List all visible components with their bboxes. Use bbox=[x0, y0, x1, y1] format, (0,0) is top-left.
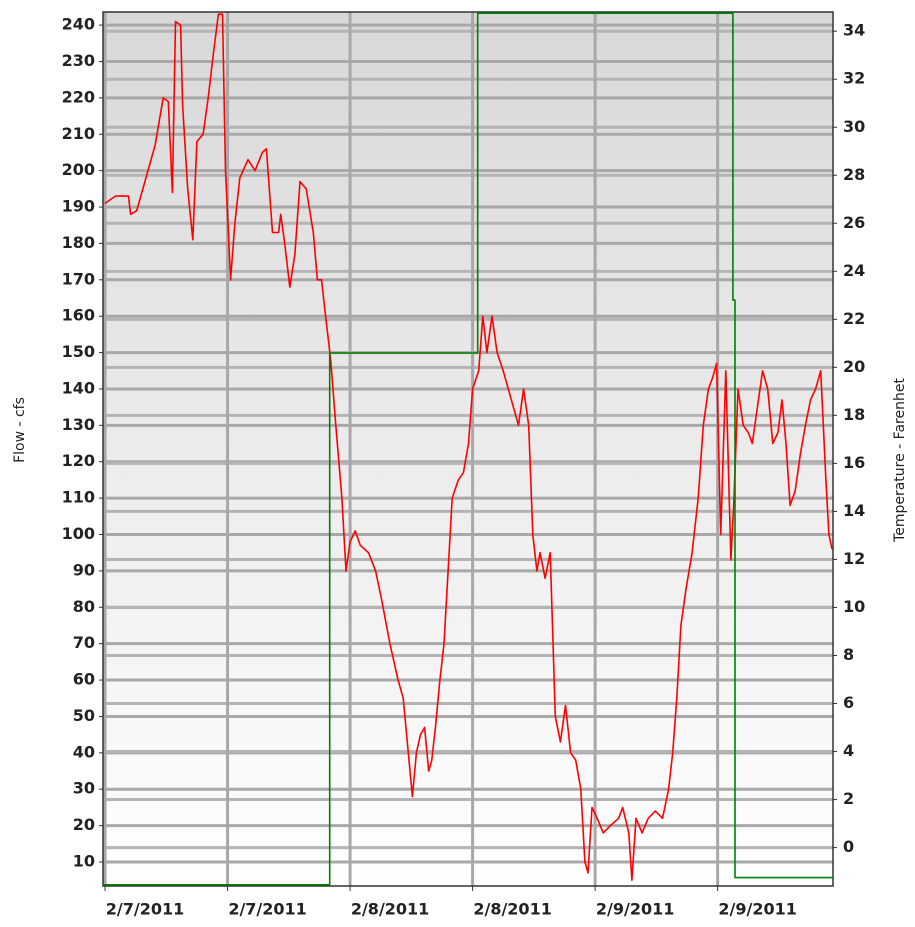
y-tick-label: 150 bbox=[62, 342, 95, 361]
y-tick-label: 40 bbox=[73, 742, 95, 761]
y-tick-label: 20 bbox=[73, 815, 95, 834]
y-tick-label: 10 bbox=[73, 851, 95, 870]
x-tick-label: 2/8/2011 bbox=[351, 900, 429, 919]
x-tick-label: 2/8/2011 bbox=[473, 900, 551, 919]
y-tick-label: 120 bbox=[62, 451, 95, 470]
y-tick-label: 80 bbox=[73, 597, 95, 616]
x-tick-label: 2/9/2011 bbox=[718, 900, 796, 919]
x-tick-label: 2/7/2011 bbox=[228, 900, 306, 919]
x-tick-label: 2/9/2011 bbox=[596, 900, 674, 919]
y2-tick-label: 16 bbox=[843, 453, 865, 472]
y-tick-label: 160 bbox=[62, 306, 95, 325]
y-tick-label: 90 bbox=[73, 560, 95, 579]
y-tick-label: 110 bbox=[62, 488, 95, 507]
y2-tick-label: 32 bbox=[843, 69, 865, 88]
y2-tick-label: 26 bbox=[843, 213, 865, 232]
y2-tick-label: 22 bbox=[843, 309, 865, 328]
y-tick-label: 190 bbox=[62, 197, 95, 216]
y2-tick-label: 2 bbox=[843, 789, 854, 808]
y-tick-label: 60 bbox=[73, 670, 95, 689]
data-line bbox=[104, 13, 833, 881]
y2-tick-label: 12 bbox=[843, 549, 865, 568]
plot-frame bbox=[102, 11, 834, 887]
y-axis-title: Flow - cfs bbox=[12, 397, 28, 463]
y2-tick-label: 0 bbox=[843, 837, 854, 856]
x-tick-label: 2/7/2011 bbox=[106, 900, 184, 919]
y-tick-label: 170 bbox=[62, 269, 95, 288]
y2-tick-label: 6 bbox=[843, 693, 854, 712]
y2-tick-label: 4 bbox=[843, 741, 854, 760]
y2-tick-label: 30 bbox=[843, 117, 865, 136]
y2-tick-label: 8 bbox=[843, 645, 854, 664]
y2-tick-label: 20 bbox=[843, 357, 865, 376]
y2-tick-label: 34 bbox=[843, 21, 865, 40]
y-tick-label: 240 bbox=[62, 15, 95, 34]
y-tick-label: 140 bbox=[62, 378, 95, 397]
y-tick-label: 200 bbox=[62, 160, 95, 179]
y2-axis-title: Temperature - Farenhet bbox=[892, 378, 908, 543]
y-tick-label: 220 bbox=[62, 87, 95, 106]
y2-tick-label: 24 bbox=[843, 261, 865, 280]
y2-tick-label: 10 bbox=[843, 597, 865, 616]
y-tick-label: 230 bbox=[62, 51, 95, 70]
y-tick-label: 180 bbox=[62, 233, 95, 252]
y-tick-label: 130 bbox=[62, 415, 95, 434]
y2-tick-label: 14 bbox=[843, 501, 865, 520]
y-tick-label: 30 bbox=[73, 779, 95, 798]
y2-tick-label: 28 bbox=[843, 165, 865, 184]
y2-tick-label: 18 bbox=[843, 405, 865, 424]
data-line bbox=[103, 12, 833, 886]
y-tick-label: 50 bbox=[73, 706, 95, 725]
y-tick-label: 70 bbox=[73, 633, 95, 652]
y-tick-label: 100 bbox=[62, 524, 95, 543]
y-tick-label: 210 bbox=[62, 124, 95, 143]
